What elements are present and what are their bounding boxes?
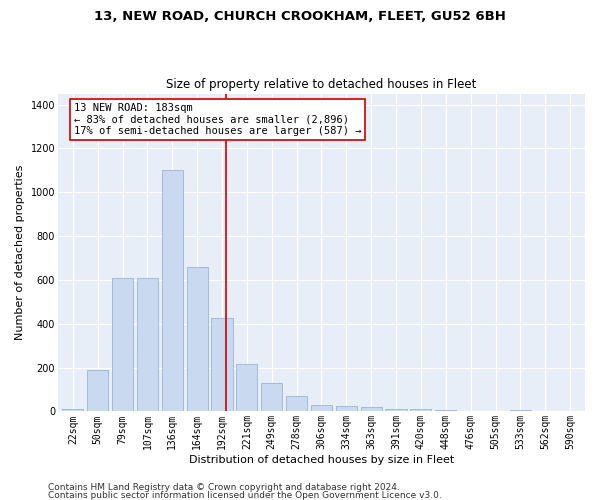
Bar	[137, 278, 158, 411]
Bar	[435, 410, 457, 412]
Bar	[361, 407, 382, 412]
Text: 13 NEW ROAD: 183sqm
← 83% of detached houses are smaller (2,896)
17% of semi-det: 13 NEW ROAD: 183sqm ← 83% of detached ho…	[74, 103, 361, 136]
Bar	[410, 409, 431, 412]
Bar	[385, 409, 407, 412]
Bar	[112, 278, 133, 411]
Bar	[510, 410, 531, 412]
Bar	[162, 170, 183, 412]
Bar	[62, 409, 83, 412]
Bar	[311, 405, 332, 411]
Text: Contains HM Land Registry data © Crown copyright and database right 2024.: Contains HM Land Registry data © Crown c…	[48, 484, 400, 492]
Bar	[286, 396, 307, 411]
Bar	[261, 383, 283, 412]
Text: 13, NEW ROAD, CHURCH CROOKHAM, FLEET, GU52 6BH: 13, NEW ROAD, CHURCH CROOKHAM, FLEET, GU…	[94, 10, 506, 23]
X-axis label: Distribution of detached houses by size in Fleet: Distribution of detached houses by size …	[189, 455, 454, 465]
Text: Contains public sector information licensed under the Open Government Licence v3: Contains public sector information licen…	[48, 490, 442, 500]
Bar	[336, 406, 357, 411]
Bar	[211, 318, 233, 412]
Bar	[236, 364, 257, 412]
Bar	[187, 266, 208, 412]
Bar	[87, 370, 109, 412]
Y-axis label: Number of detached properties: Number of detached properties	[15, 165, 25, 340]
Bar	[460, 411, 481, 412]
Title: Size of property relative to detached houses in Fleet: Size of property relative to detached ho…	[166, 78, 476, 91]
Bar	[535, 411, 556, 412]
